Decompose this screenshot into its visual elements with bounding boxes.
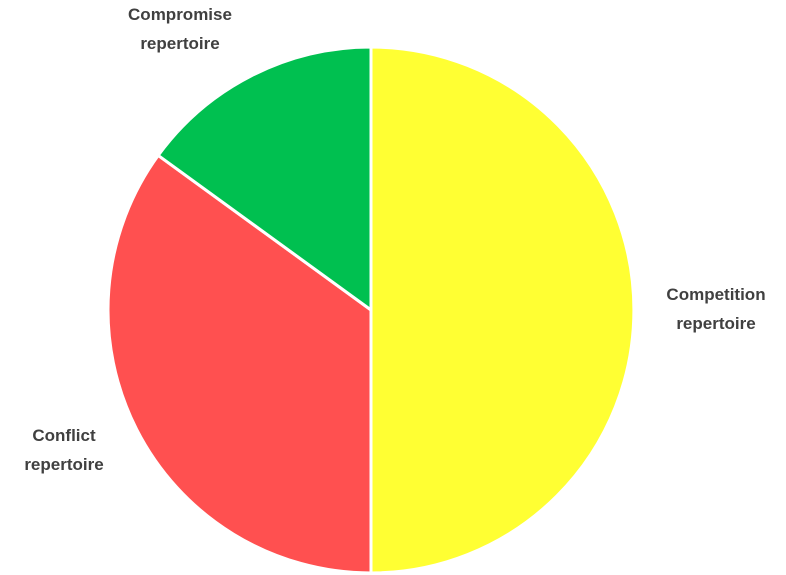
slice-label-competition: Competition repertoire bbox=[666, 285, 765, 333]
pie-slice-conflict bbox=[106, 153, 373, 575]
slice-label-line: Conflict bbox=[32, 426, 96, 445]
pie-slice-competition bbox=[369, 45, 636, 575]
slice-label-line: repertoire bbox=[676, 314, 755, 333]
pie-slice-compromise bbox=[156, 45, 373, 312]
slice-label-line: repertoire bbox=[140, 34, 219, 53]
slice-label-compromise: Compromise repertoire bbox=[128, 5, 232, 53]
slice-label-line: repertoire bbox=[24, 455, 103, 474]
slice-label-line: Competition bbox=[666, 285, 765, 304]
slice-label-line: Compromise bbox=[128, 5, 232, 24]
pie-slices bbox=[106, 45, 636, 575]
slice-label-conflict: Conflict repertoire bbox=[24, 426, 103, 474]
